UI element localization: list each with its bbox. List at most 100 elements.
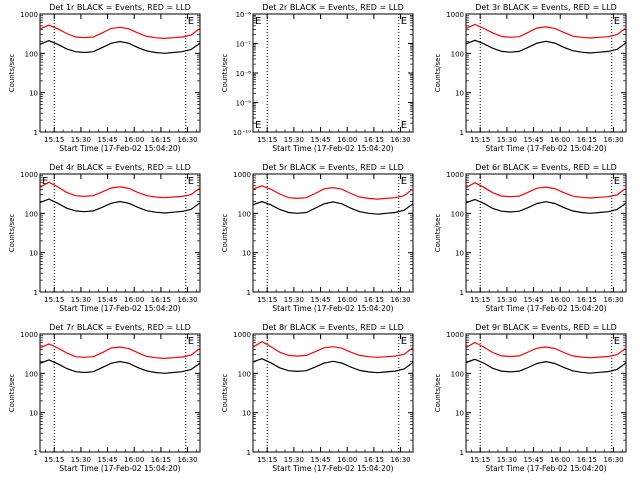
x-tick-label: 16:15 (364, 136, 384, 144)
series-line-events (39, 198, 201, 214)
x-tick-label: 16:30 (603, 296, 623, 304)
y-axis-label: Counts/sec (8, 54, 16, 93)
x-tick-label: 16:30 (177, 456, 197, 464)
x-tick-label: 15:45 (97, 296, 117, 304)
x-tick-label: 15:30 (284, 456, 304, 464)
x-tick-label: 15:30 (284, 136, 304, 144)
chart-title: Det 1r BLACK = Events, RED = LLD (49, 3, 191, 12)
plot-frame (39, 13, 201, 133)
event-marker-label: E (401, 16, 407, 27)
x-axis-label: Start Time (17-Feb-02 15:04:20) (485, 144, 606, 153)
series-line-lld (465, 182, 627, 199)
y-tick-label: 10⁻⁹ (236, 100, 252, 108)
plot-frame (465, 333, 627, 453)
x-tick-label: 16:15 (151, 456, 171, 464)
x-tick-label: 15:15 (44, 136, 64, 144)
series-line-lld (39, 181, 201, 199)
x-tick-label: 16:30 (390, 456, 410, 464)
x-axis-label: Start Time (17-Feb-02 15:04:20) (485, 304, 606, 313)
y-tick-label: 10⁻⁸ (236, 70, 252, 78)
y-tick-label: 1000 (446, 171, 464, 179)
x-tick-label: 16:00 (124, 296, 144, 304)
x-tick-label: 15:15 (257, 456, 277, 464)
y-tick-label: 10 (455, 90, 464, 98)
event-marker-label: E (614, 16, 620, 27)
x-tick-label: 15:15 (470, 456, 490, 464)
x-tick-label: 16:15 (577, 456, 597, 464)
chart-title: Det 5r BLACK = Events, RED = LLD (262, 163, 404, 172)
y-tick-label: 1000 (446, 11, 464, 19)
x-tick-label: 15:45 (310, 456, 330, 464)
x-tick-label: 15:45 (310, 136, 330, 144)
y-tick-label: 10⁻⁶ (236, 11, 252, 19)
x-tick-label: 16:30 (390, 136, 410, 144)
chart-title: Det 2r BLACK = Events, RED = LLD (262, 3, 404, 12)
plot-frame (39, 333, 201, 453)
y-tick-label: 10 (455, 250, 464, 258)
x-tick-label: 15:45 (523, 136, 543, 144)
chart-panel-7: Det 7r BLACK = Events, RED = LLD 1 10 100 10… (8, 323, 201, 473)
y-tick-label: 100 (25, 50, 38, 58)
x-tick-label: 15:30 (71, 296, 91, 304)
x-tick-label: 15:45 (97, 136, 117, 144)
y-axis-label: Counts/sec (434, 54, 442, 93)
x-tick-label: 15:45 (97, 456, 117, 464)
chart-panel-3: Det 3r BLACK = Events, RED = LLD 1 10 100 10… (434, 3, 627, 153)
x-tick-label: 16:30 (603, 136, 623, 144)
y-tick-label: 1 (247, 449, 251, 457)
x-tick-label: 16:15 (577, 136, 597, 144)
x-tick-label: 16:30 (177, 296, 197, 304)
y-tick-label: 1 (460, 449, 464, 457)
y-axis-label: Counts/sec (8, 214, 16, 253)
chart-panel-8: Det 8r BLACK = Events, RED = LLD 1 10 100 10… (221, 323, 414, 473)
x-axis-label: Start Time (17-Feb-02 15:04:20) (59, 304, 180, 313)
chart-title: Det 7r BLACK = Events, RED = LLD (49, 323, 191, 332)
series-line-events (252, 200, 414, 215)
y-tick-label: 1000 (20, 171, 38, 179)
x-tick-label: 15:15 (257, 136, 277, 144)
x-tick-label: 16:00 (124, 456, 144, 464)
y-tick-label: 10 (242, 250, 251, 258)
event-marker-label: E (401, 336, 407, 347)
y-tick-label: 10 (29, 90, 38, 98)
y-tick-label: 1 (34, 289, 38, 297)
event-marker-label: E (614, 336, 620, 347)
y-tick-label: 1 (34, 129, 38, 137)
series-line-events (465, 198, 627, 214)
chart-panel-2: Det 2r BLACK = Events, RED = LLD 10⁻¹⁰ 10⁻… (221, 3, 414, 153)
y-tick-label: 1 (460, 129, 464, 137)
x-tick-label: 15:15 (44, 456, 64, 464)
y-tick-label: 1000 (233, 331, 251, 339)
y-axis-label: Counts/sec (221, 214, 229, 253)
x-tick-label: 16:00 (550, 296, 570, 304)
y-tick-label: 10⁻¹⁰ (233, 129, 251, 137)
series-line-lld (465, 23, 627, 39)
plot-frame (465, 173, 627, 293)
y-tick-label: 100 (238, 210, 251, 218)
y-tick-label: 100 (451, 370, 464, 378)
y-tick-label: 100 (451, 210, 464, 218)
x-tick-label: 15:15 (470, 296, 490, 304)
chart-panel-4: Det 4r BLACK = Events, RED = LLD 1 10 100 10… (8, 163, 201, 313)
chart-panel-5: Det 5r BLACK = Events, RED = LLD 1 10 100 10… (221, 163, 414, 313)
x-tick-label: 15:45 (523, 456, 543, 464)
x-axis-label: Start Time (17-Feb-02 15:04:20) (59, 464, 180, 473)
event-marker-label: E (255, 120, 261, 131)
series-line-lld (39, 24, 201, 40)
chart-panel-6: Det 6r BLACK = Events, RED = LLD 1 10 100 10… (434, 163, 627, 313)
event-marker-label: E (401, 176, 407, 187)
x-tick-label: 15:30 (497, 296, 517, 304)
y-tick-label: 100 (25, 210, 38, 218)
series-line-events (39, 40, 201, 54)
plot-frame (252, 333, 414, 453)
chart-title: Det 6r BLACK = Events, RED = LLD (475, 163, 617, 172)
x-tick-label: 16:00 (550, 456, 570, 464)
y-axis-label: Counts/sec (434, 374, 442, 413)
x-tick-label: 16:15 (577, 296, 597, 304)
plot-frame (252, 13, 414, 133)
y-tick-label: 1 (247, 289, 251, 297)
y-tick-label: 1000 (446, 331, 464, 339)
x-tick-label: 15:30 (497, 456, 517, 464)
